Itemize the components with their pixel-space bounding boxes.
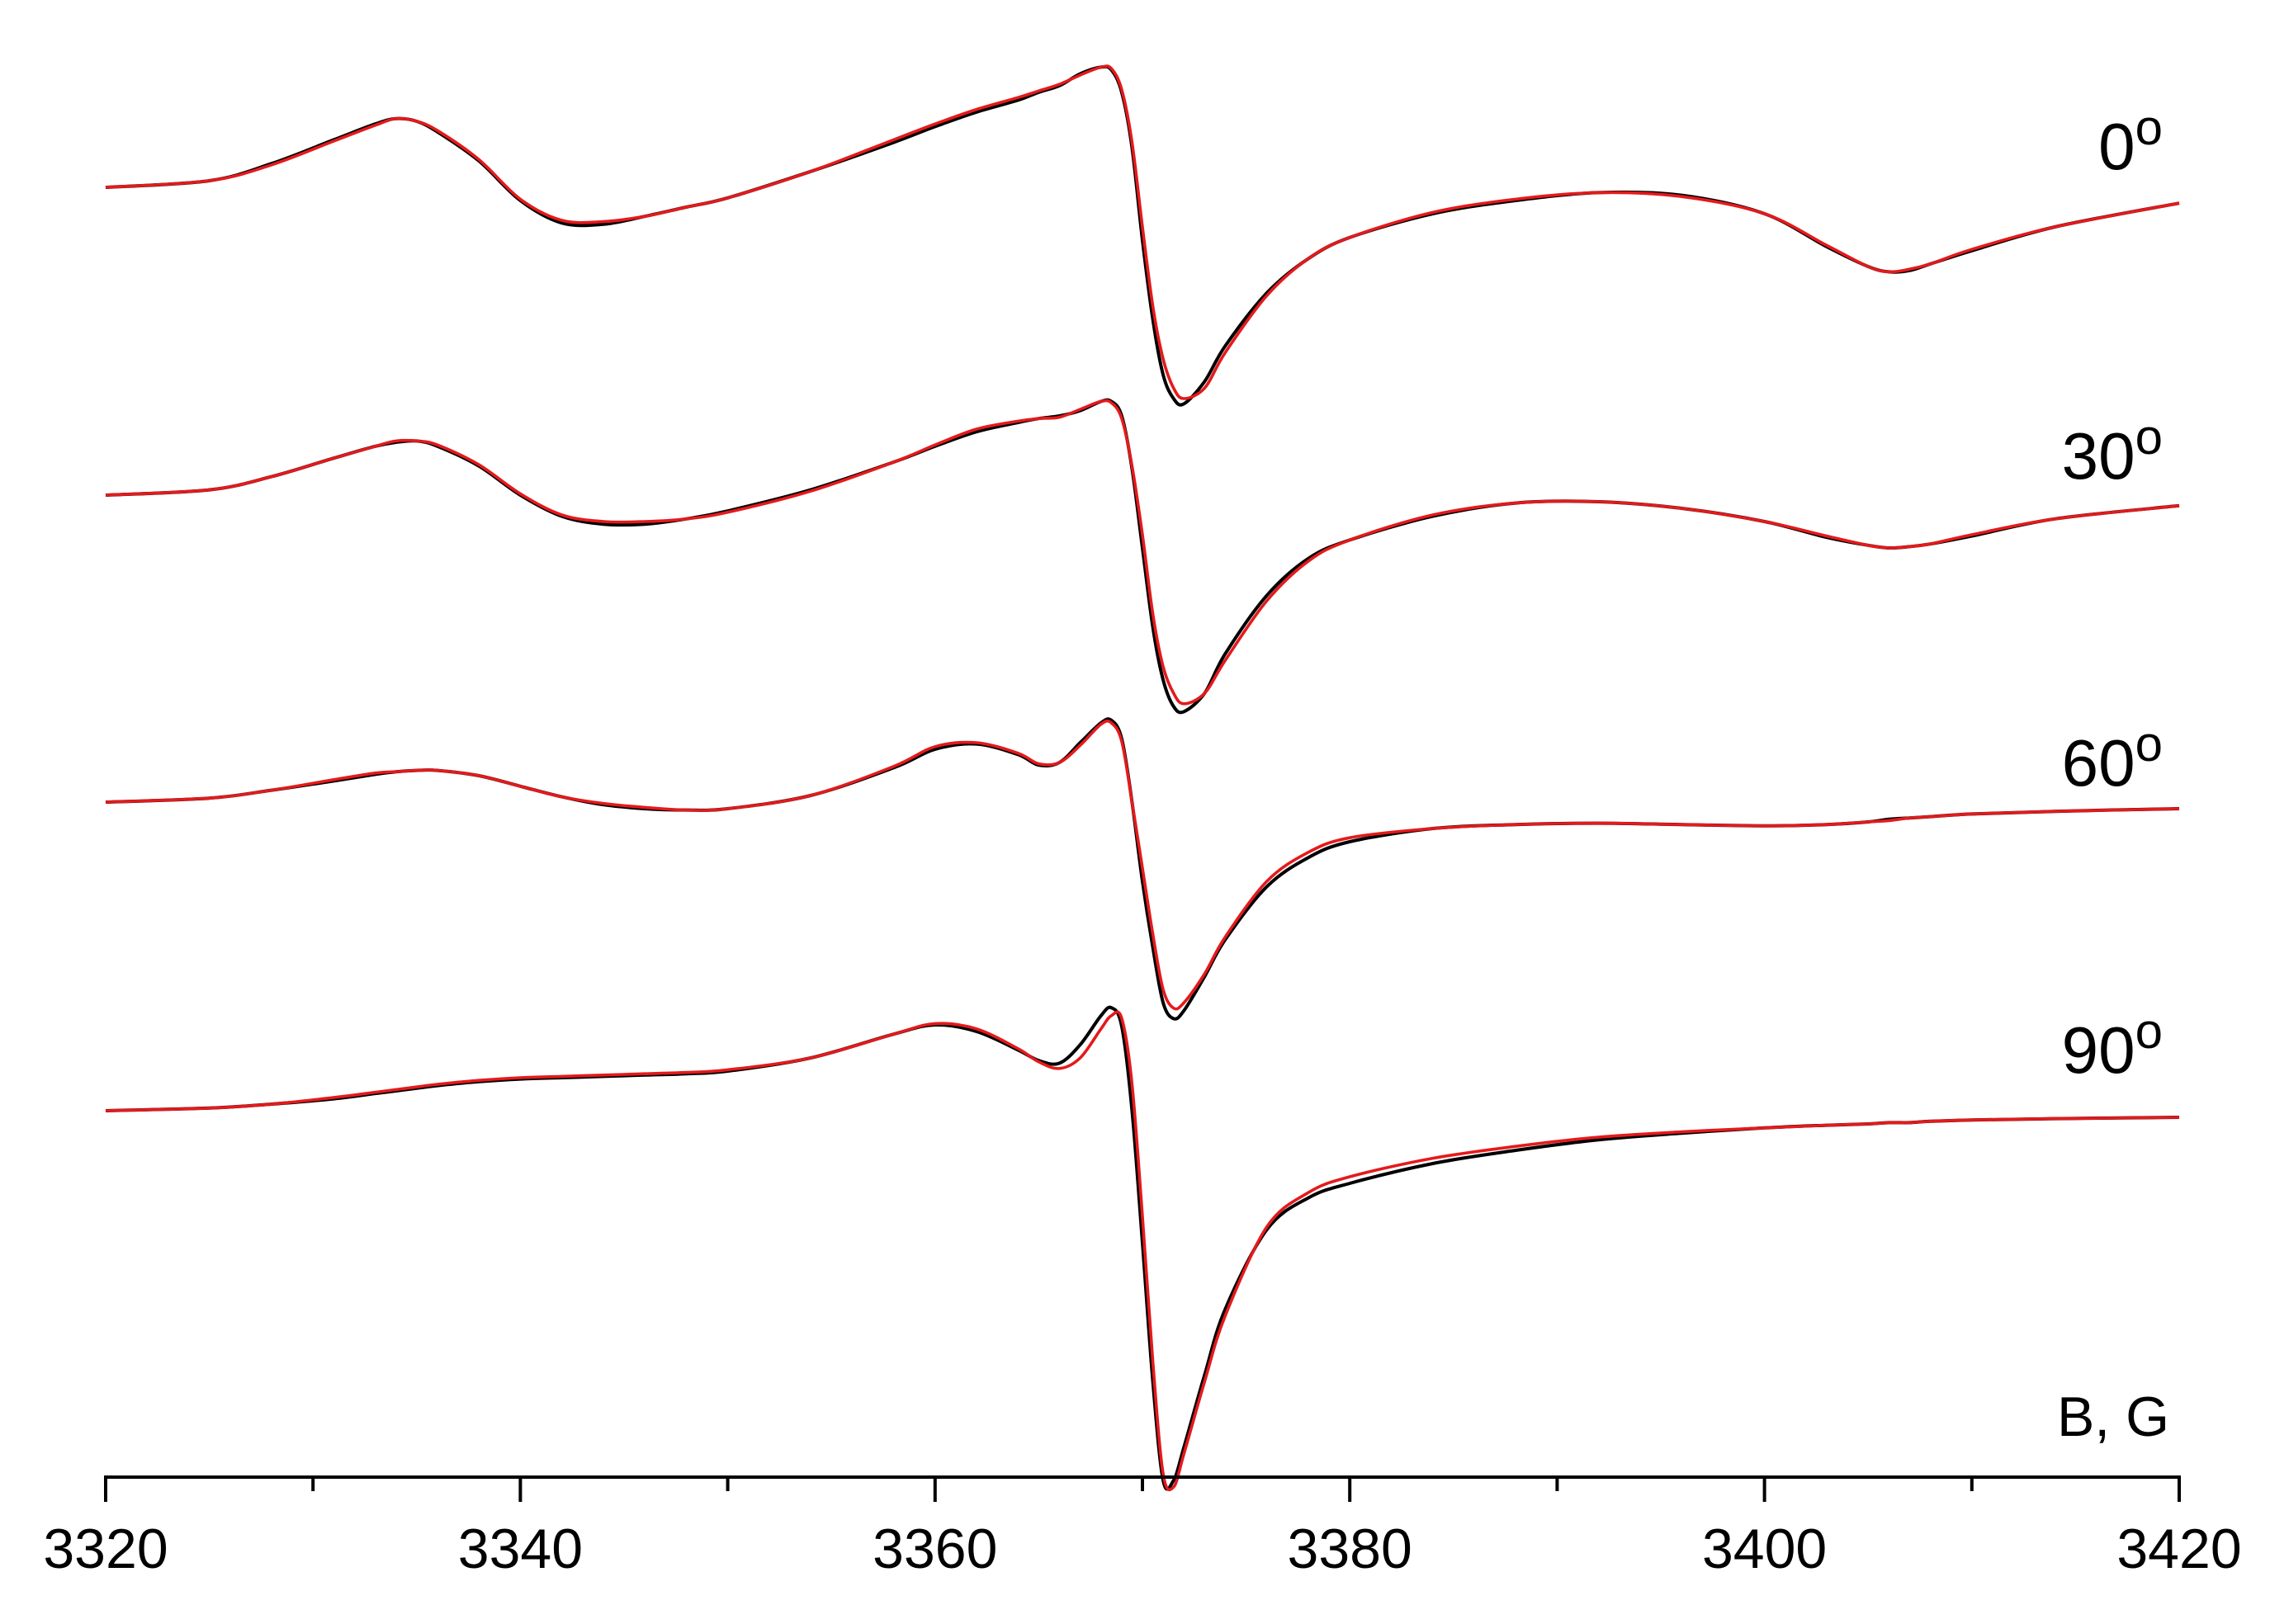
- angle-label-60: 60o: [2062, 716, 2163, 800]
- degree-mark: o: [2135, 716, 2163, 772]
- angle-value: 90: [2062, 1013, 2135, 1087]
- tick-label: 3400: [1702, 1518, 1827, 1580]
- angle-label-30: 30o: [2062, 409, 2163, 493]
- degree-mark: o: [2135, 100, 2163, 155]
- degree-mark: o: [2135, 409, 2163, 465]
- angle-label-0: 0o: [2098, 100, 2163, 183]
- tick-label: 3360: [873, 1518, 997, 1580]
- experimental-line-30: [105, 398, 2180, 715]
- angle-value: 60: [2062, 726, 2135, 800]
- x-axis: 3320 3340 3360 3380 3400 3420: [43, 1475, 2242, 1580]
- simulated-line-30: [105, 399, 2180, 706]
- experimental-line-90: [105, 1005, 2180, 1491]
- spectra-layer: [105, 64, 2180, 1492]
- tick-label: 3320: [43, 1518, 168, 1580]
- tick-label: 3420: [2116, 1518, 2241, 1580]
- spectrum-90: [105, 1005, 2180, 1492]
- spectrum-30: [105, 398, 2180, 715]
- degree-mark: o: [2135, 1003, 2163, 1059]
- tick-label: 3340: [458, 1518, 583, 1580]
- spectrum-60: [105, 717, 2180, 1021]
- angle-value: 30: [2062, 419, 2135, 493]
- simulated-line-90: [105, 1010, 2180, 1492]
- x-axis-title: B, G: [2057, 1386, 2169, 1448]
- simulated-line-60: [105, 719, 2180, 1011]
- angle-value: 0: [2098, 110, 2135, 183]
- angle-label-90: 90o: [2062, 1003, 2163, 1087]
- spectrum-0: [105, 64, 2180, 407]
- tick-label: 3380: [1288, 1518, 1412, 1580]
- simulated-line-0: [105, 64, 2180, 400]
